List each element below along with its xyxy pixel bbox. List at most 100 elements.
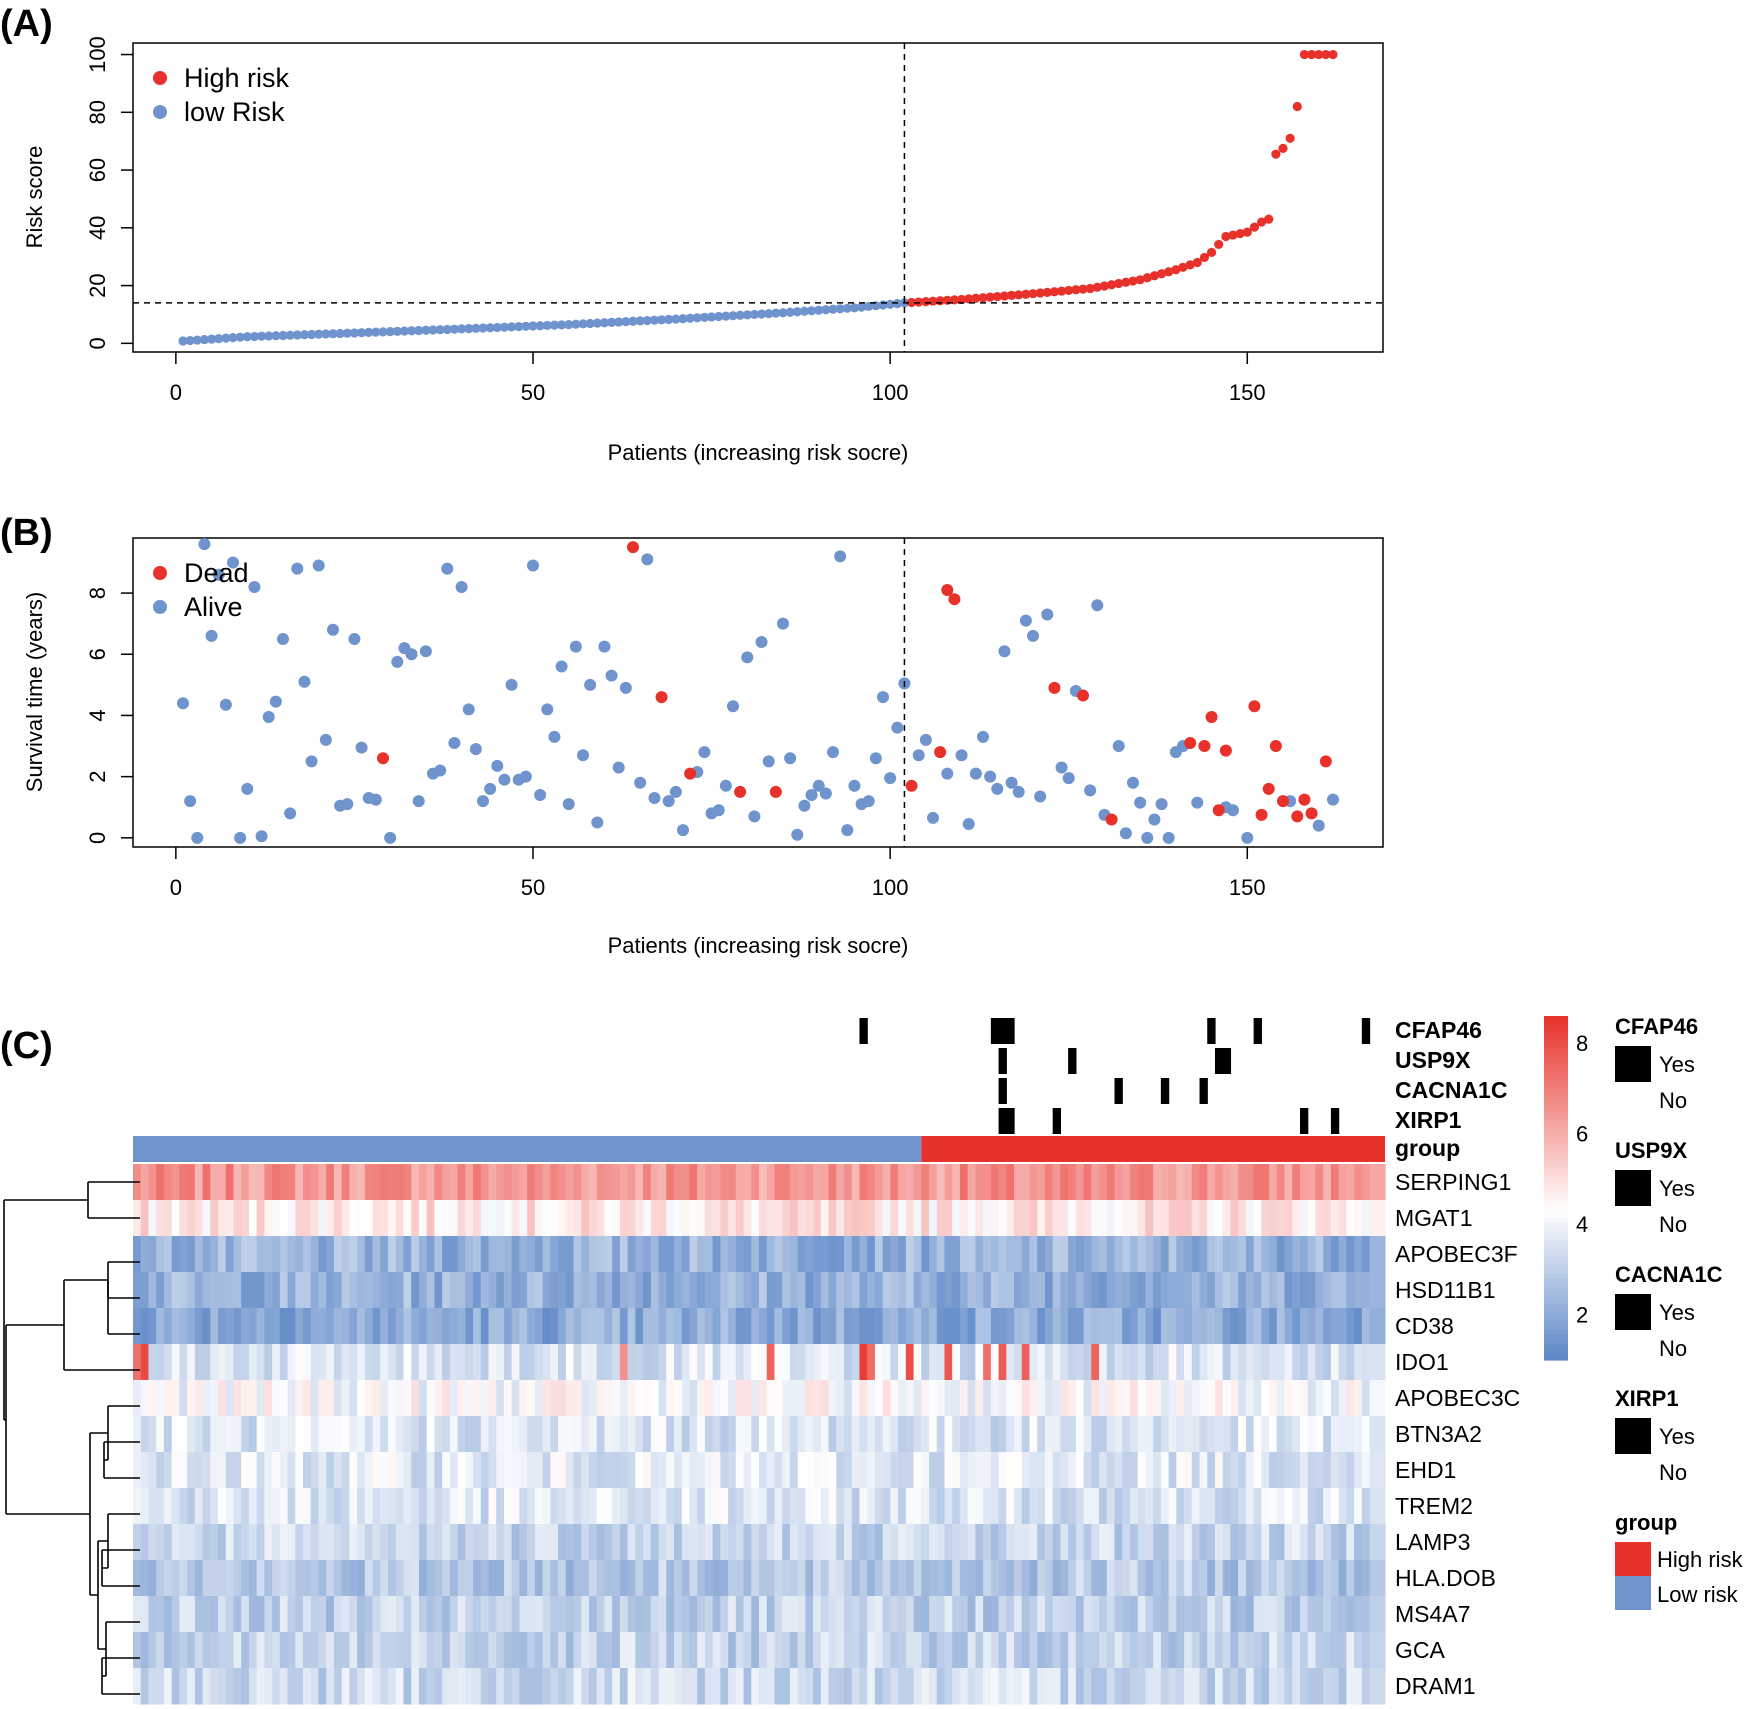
heatmap-cell [959,1416,969,1453]
heatmap-cell [1261,1236,1270,1273]
heatmap-cell [959,1200,969,1237]
heatmap-cell [488,1344,497,1381]
heatmap-cell [1292,1668,1301,1705]
heatmap-cell [473,1272,482,1309]
heatmap-cell [1323,1200,1332,1237]
heatmap-cell [697,1668,706,1705]
heatmap-cell [1129,1236,1139,1273]
heatmap-cell [967,1452,976,1489]
heatmap-cell [782,1272,791,1309]
heatmap-cell [140,1380,149,1417]
heatmap-cell [202,1452,211,1489]
heatmap-cell [1037,1272,1046,1309]
risk-score-point [1292,101,1302,112]
heatmap-cell [828,1380,837,1417]
heatmap-cell [1276,1380,1286,1417]
legend-swatch-high-risk [1615,1542,1651,1576]
color-scale-step [1544,1347,1568,1352]
heatmap-cell [1238,1344,1247,1381]
heatmap-cell [326,1596,335,1633]
heatmap-cell [1361,1380,1371,1417]
heatmap-cell [1338,1632,1347,1669]
heatmap-cell [998,1344,1007,1381]
heatmap-cell [720,1164,729,1201]
heatmap-cell [1083,1344,1092,1381]
heatmap-cell [341,1236,350,1273]
alive-patient-point [1148,813,1161,826]
heatmap-cell [596,1668,605,1705]
risk-score-point [1235,228,1245,239]
annotation-label-xirp1: XIRP1 [1395,1107,1462,1133]
heatmap-cell [1099,1344,1108,1381]
heatmap-cell [1199,1344,1208,1381]
heatmap-cell [588,1596,598,1633]
heatmap-cell [573,1272,582,1309]
alive-patient-point [812,779,825,792]
heatmap-cell [1292,1380,1301,1417]
risk-score-point [778,308,788,318]
heatmap-cell [372,1344,381,1381]
heatmap-cell [1184,1272,1193,1309]
heatmap-cell [604,1272,613,1309]
heatmap-cell [241,1596,250,1633]
heatmap-cell [163,1452,173,1489]
heatmap-cell [303,1272,312,1309]
heatmap-cell [1315,1308,1324,1345]
heatmap-cell [627,1416,636,1453]
heatmap-cell [1029,1200,1038,1237]
heatmap-cell [218,1488,227,1525]
heatmap-cell [279,1380,289,1417]
heatmap-cell [480,1632,490,1669]
heatmap-cell [503,1560,513,1597]
legend-swatch-yes [1615,1046,1651,1082]
heatmap-cell [959,1524,969,1561]
heatmap-cell [349,1164,358,1201]
heatmap-cell [581,1200,590,1237]
heatmap-cell [1184,1164,1193,1201]
risk-score-point [221,333,231,343]
heatmap-cell [333,1236,343,1273]
risk-score-point [792,307,802,317]
gene-label-btn3a2: BTN3A2 [1395,1421,1482,1447]
heatmap-cell [372,1452,381,1489]
heatmap-cell [952,1488,961,1525]
heatmap-cell [813,1596,822,1633]
heatmap-cell [287,1380,296,1417]
heatmap-cell [1122,1668,1131,1705]
heatmap-cell [194,1596,204,1633]
heatmap-cell [1006,1164,1015,1201]
heatmap-cell [782,1560,791,1597]
heatmap-cell [1176,1164,1185,1201]
heatmap-cell [712,1488,721,1525]
heatmap-cell [759,1668,768,1705]
color-scale-tick-label: 4 [1576,1212,1588,1237]
risk-score-point [1256,217,1267,227]
heatmap-cell [990,1632,1000,1669]
heatmap-cell [202,1200,211,1237]
heatmap-cell [1214,1272,1224,1309]
heatmap-cell [480,1164,490,1201]
heatmap-cell [1261,1632,1270,1669]
color-scale-step [1544,1140,1568,1146]
heatmap-cell [604,1416,613,1453]
heatmap-cell [272,1272,281,1309]
heatmap-cell [627,1272,636,1309]
heatmap-cell [759,1488,768,1525]
heatmap-cell [1153,1596,1162,1633]
heatmap-cell [194,1524,204,1561]
heatmap-cell [1060,1596,1069,1633]
heatmap-cell [187,1272,196,1309]
heatmap-cell [457,1164,466,1201]
heatmap-cell [233,1380,242,1417]
heatmap-cell [1315,1632,1324,1669]
heatmap-cell [542,1560,551,1597]
heatmap-cell [1091,1200,1100,1237]
heatmap-cell [264,1344,273,1381]
heatmap-cell [789,1524,799,1561]
heatmap-cell [187,1560,196,1597]
heatmap-cell [673,1452,683,1489]
heatmap-cell [1292,1632,1301,1669]
heatmap-cell [1075,1164,1085,1201]
heatmap-cell [1354,1380,1363,1417]
panel-a-x-axis-label: Patients (increasing risk socre) [608,440,909,465]
